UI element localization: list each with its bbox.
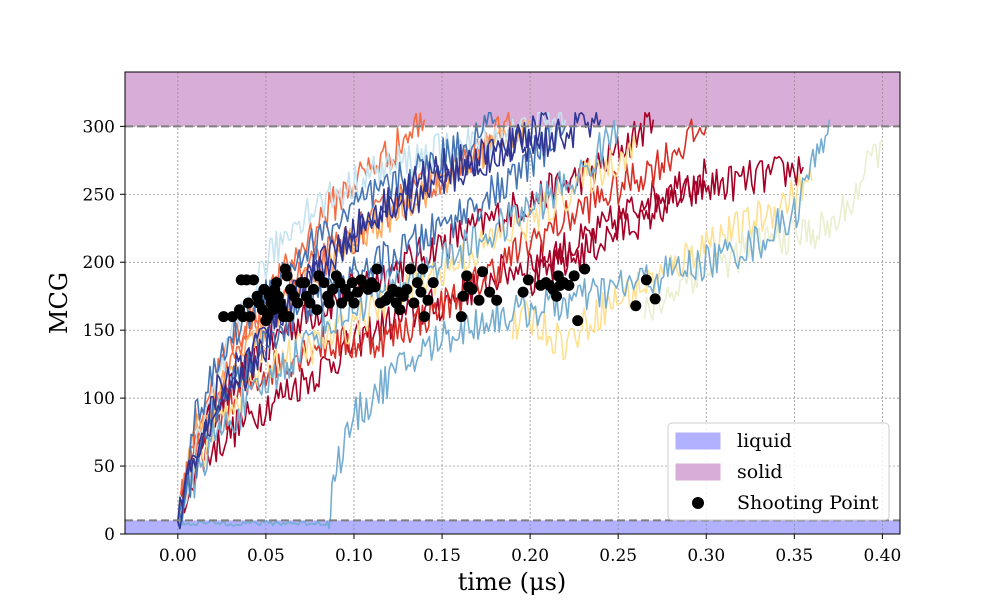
x-tick-label: 0.35 (775, 546, 813, 566)
shooting-point (323, 297, 335, 309)
shooting-point (572, 315, 584, 327)
legend-swatch-liquid (675, 432, 721, 450)
y-tick-label: 200 (83, 253, 115, 273)
shooting-point (417, 263, 429, 275)
shooting-point (408, 297, 420, 309)
shooting-point (336, 297, 348, 309)
plot-frame (124, 71, 901, 535)
shooting-point (304, 297, 316, 309)
legend-label: Shooting Point (737, 492, 879, 514)
x-tick-label: 0.05 (247, 546, 285, 566)
shooting-point (318, 277, 330, 289)
shooting-point (281, 270, 293, 282)
shooting-point (415, 286, 427, 298)
shooting-point (226, 311, 238, 323)
y-tick-label: 100 (83, 389, 115, 409)
shooting-point (244, 311, 256, 323)
shooting-point (299, 277, 311, 289)
y-axis-ticks: 0 50 100 150 200 250 300 (83, 117, 125, 545)
shooting-point (563, 279, 575, 291)
y-tick-label: 50 (93, 457, 115, 477)
shooting-point (484, 286, 496, 298)
shooting-point (348, 297, 360, 309)
shooting-point (242, 297, 254, 309)
series-line-7 (511, 168, 813, 361)
shooting-point (522, 274, 534, 286)
shooting-point (218, 311, 230, 323)
shooting-point (517, 286, 529, 298)
x-tick-label: 0.20 (511, 546, 549, 566)
shooting-point (461, 270, 473, 282)
shooting-point (649, 293, 661, 305)
shooting-point (292, 297, 304, 309)
series-line-11 (177, 119, 831, 530)
shooting-point (466, 283, 478, 295)
shooting-point (270, 277, 282, 289)
phase-regions (125, 72, 900, 534)
shooting-point (579, 263, 591, 275)
shooting-point (473, 294, 485, 306)
series-line-16 (177, 112, 549, 530)
shooting-points (218, 263, 661, 327)
shooting-point (311, 304, 323, 316)
shooting-point (640, 274, 652, 286)
series-line-14 (177, 120, 567, 522)
x-axis-label: time (μs) (458, 568, 567, 596)
shooting-point (491, 294, 503, 306)
shooting-point (394, 304, 406, 316)
legend-label: solid (737, 461, 783, 483)
legend-marker (692, 497, 704, 509)
threshold-lines (125, 125, 900, 522)
shooting-point (346, 277, 358, 289)
shooting-point (267, 304, 279, 316)
shooting-point (327, 283, 339, 295)
region-solid (125, 72, 900, 127)
shooting-point (630, 300, 642, 312)
shooting-point (568, 270, 580, 282)
shooting-point (455, 311, 467, 323)
shooting-point (551, 290, 563, 302)
legend: liquid solid Shooting Point (667, 422, 890, 521)
shooting-point (457, 290, 469, 302)
shooting-point (422, 294, 434, 306)
y-tick-label: 0 (104, 525, 115, 545)
series-line-2 (529, 155, 804, 297)
series-line-12 (177, 119, 619, 527)
x-tick-label: 0.25 (599, 546, 637, 566)
region-liquid (125, 520, 900, 534)
shooting-point (427, 277, 439, 289)
series-line-3 (177, 118, 708, 523)
trajectory-series (177, 112, 884, 530)
y-tick-label: 300 (83, 117, 115, 137)
x-tick-label: 0.30 (687, 546, 725, 566)
legend-swatch-solid (675, 463, 721, 481)
x-tick-label: 0.10 (335, 546, 373, 566)
legend-box (667, 422, 890, 521)
shooting-point (369, 281, 381, 293)
x-tick-label: 0.15 (423, 546, 461, 566)
y-axis-label: MCG (45, 272, 73, 334)
x-axis-ticks: 0.00 0.05 0.10 0.15 0.20 0.25 0.30 0.35 0.40 (159, 534, 901, 566)
x-tick-label: 0.40 (863, 546, 901, 566)
shooting-point (404, 263, 416, 275)
y-tick-label: 150 (83, 321, 115, 341)
shooting-point (371, 263, 383, 275)
shooting-point (411, 277, 423, 289)
legend-label: liquid (737, 430, 792, 452)
shooting-point (248, 274, 260, 286)
shooting-point (418, 311, 430, 323)
x-tick-label: 0.00 (159, 546, 197, 566)
y-tick-label: 250 (83, 185, 115, 205)
shooting-point (401, 283, 413, 295)
shooting-point (307, 283, 319, 295)
shooting-point (477, 266, 489, 278)
series-line-13 (177, 112, 496, 521)
shooting-point (283, 311, 295, 323)
